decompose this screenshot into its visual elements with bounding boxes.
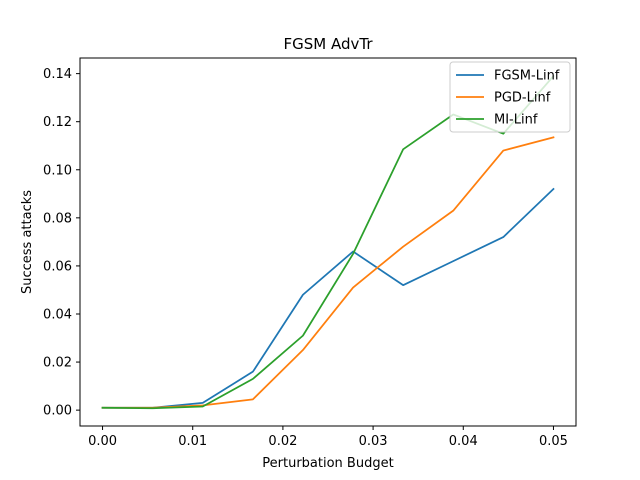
y-tick-label: 0.12 — [43, 115, 72, 130]
legend-label: MI-Linf — [494, 113, 538, 128]
legend-label: FGSM-Linf — [494, 69, 560, 84]
x-tick-label: 0.03 — [359, 434, 388, 449]
y-tick-label: 0.10 — [43, 163, 72, 178]
x-tick-label: 0.01 — [178, 434, 207, 449]
plot-frame — [79, 57, 577, 427]
legend-box — [449, 61, 571, 133]
legend: FGSM-Linf PGD-Linf MI-Linf — [449, 61, 571, 133]
chart-title: FGSM AdvTr — [283, 35, 373, 53]
y-tick-label: 0.00 — [43, 404, 72, 419]
y-tick-label: 0.06 — [43, 259, 72, 274]
y-axis-ticks: 0.00 0.02 0.04 0.06 0.08 0.10 0.12 0.14 — [43, 67, 80, 419]
x-tick-label: 0.05 — [539, 434, 568, 449]
x-axis-ticks: 0.00 0.01 0.02 0.03 0.04 0.05 — [88, 426, 568, 449]
x-tick-label: 0.00 — [88, 434, 117, 449]
y-axis-label: Success attacks — [20, 190, 35, 294]
x-tick-label: 0.04 — [449, 434, 478, 449]
y-tick-label: 0.14 — [43, 67, 72, 82]
series-line-fgsm-linf — [101, 187, 555, 409]
legend-label: PGD-Linf — [494, 91, 551, 106]
y-tick-label: 0.08 — [43, 211, 72, 226]
x-tick-label: 0.02 — [268, 434, 297, 449]
x-axis-label: Perturbation Budget — [262, 456, 393, 471]
y-tick-label: 0.02 — [43, 356, 72, 371]
y-tick-label: 0.04 — [43, 307, 72, 322]
